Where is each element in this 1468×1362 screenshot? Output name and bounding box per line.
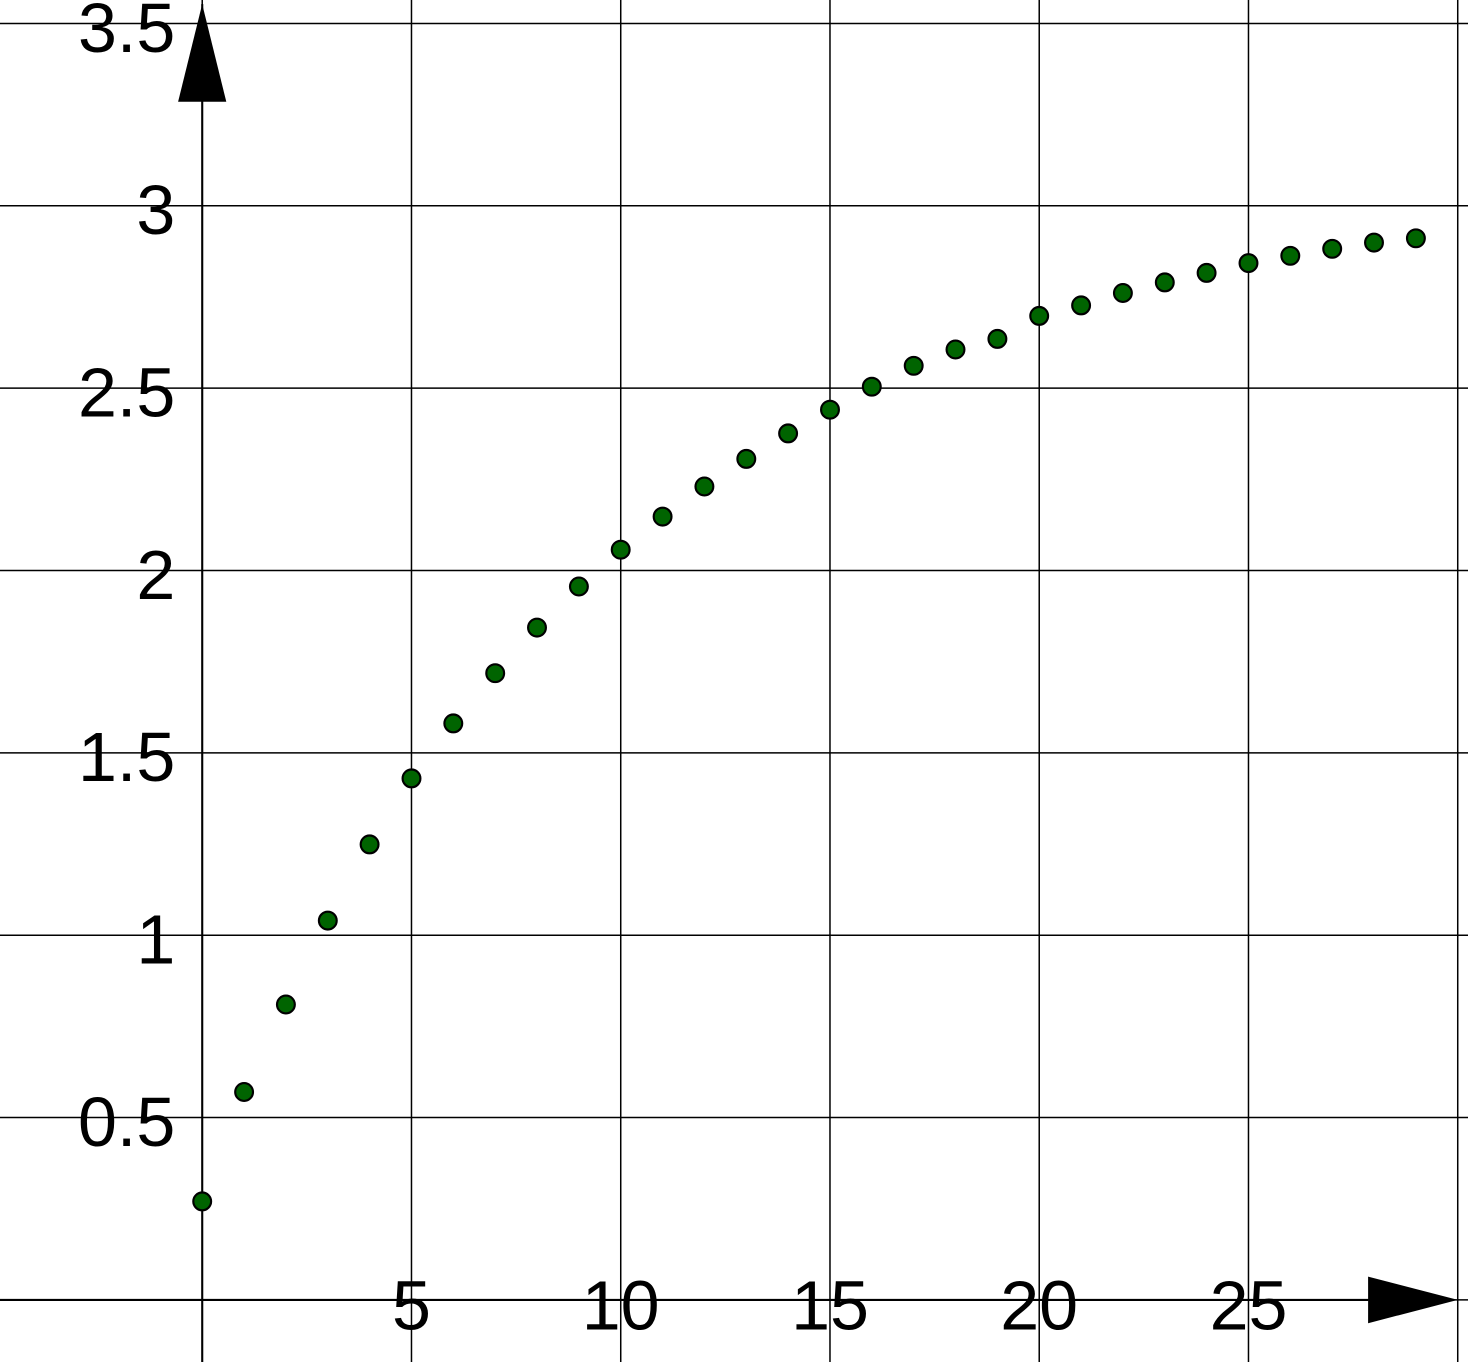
svg-text:5: 5 bbox=[392, 1267, 431, 1345]
svg-text:2.5: 2.5 bbox=[78, 354, 175, 432]
svg-text:3: 3 bbox=[136, 171, 175, 249]
svg-text:0.5: 0.5 bbox=[78, 1083, 175, 1161]
svg-text:20: 20 bbox=[1000, 1267, 1078, 1345]
svg-text:2: 2 bbox=[136, 536, 175, 614]
svg-text:3.5: 3.5 bbox=[78, 0, 175, 67]
svg-text:1: 1 bbox=[136, 901, 175, 979]
svg-text:10: 10 bbox=[582, 1267, 660, 1345]
svg-text:25: 25 bbox=[1210, 1267, 1288, 1345]
svg-text:1.5: 1.5 bbox=[78, 718, 175, 796]
svg-text:15: 15 bbox=[791, 1267, 869, 1345]
